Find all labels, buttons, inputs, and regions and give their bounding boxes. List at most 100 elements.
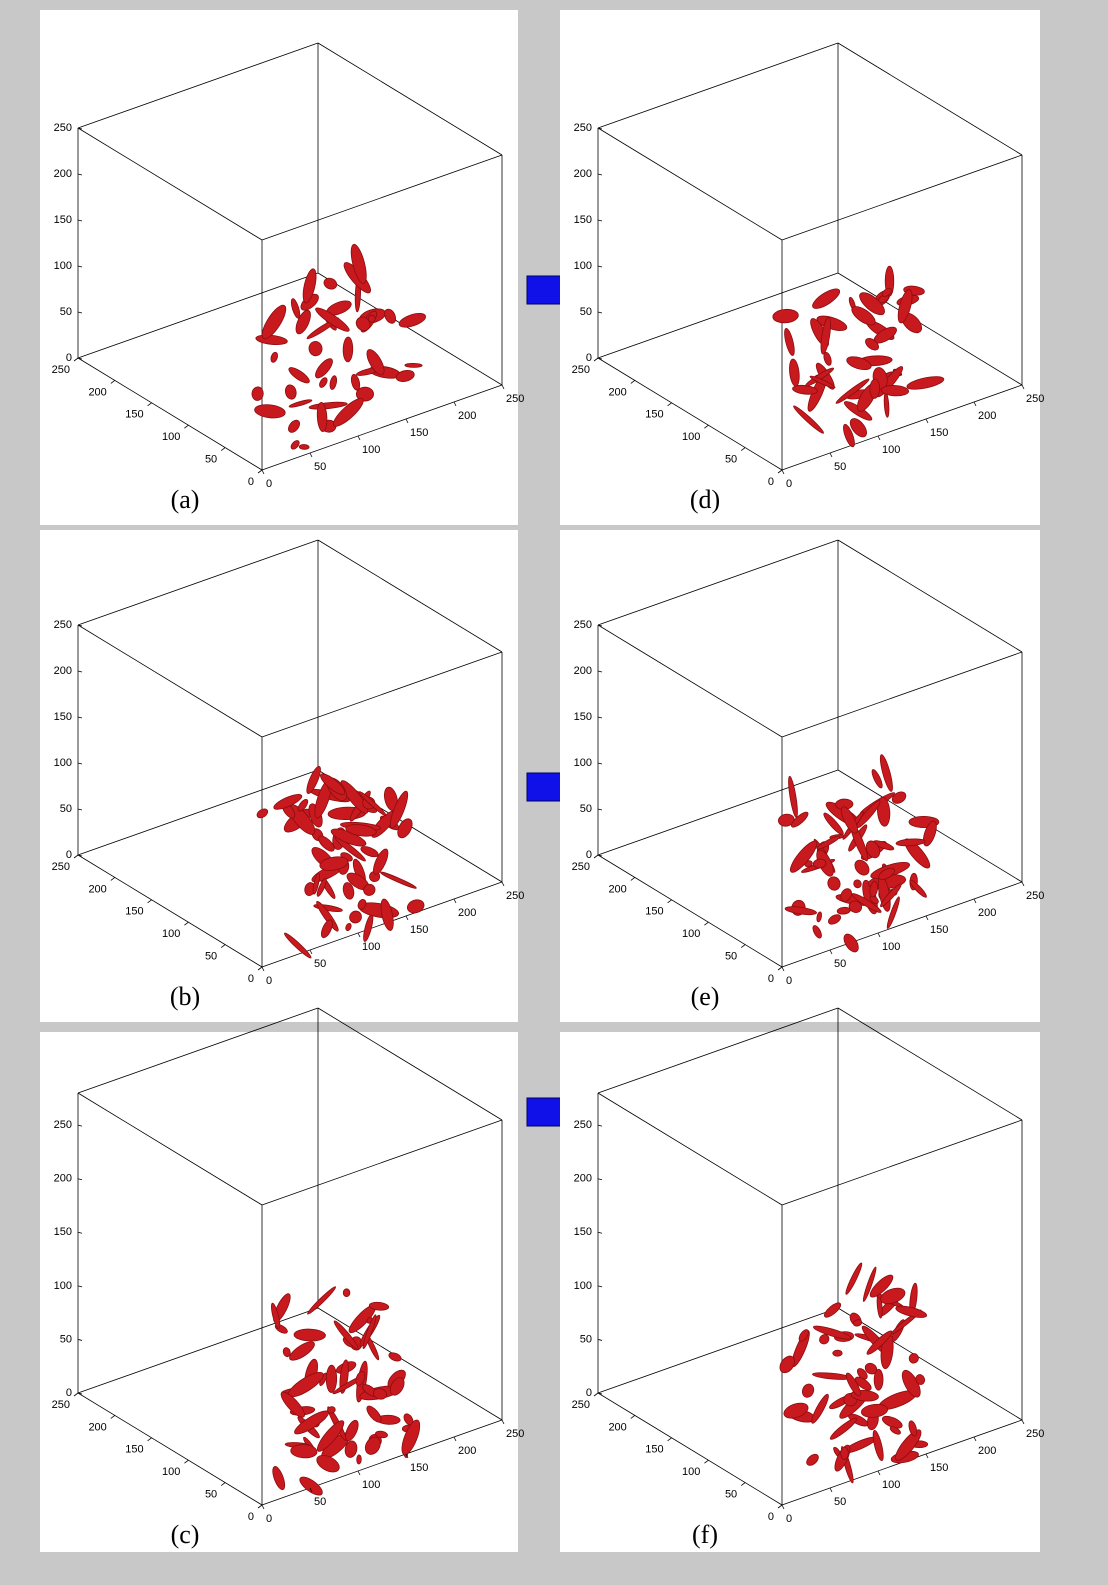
z-tick-label: 100 bbox=[574, 757, 592, 769]
y-tick-label: 50 bbox=[725, 1489, 737, 1501]
z-tick-label: 50 bbox=[580, 1333, 592, 1345]
x-tick-label: 200 bbox=[978, 410, 996, 422]
blob bbox=[870, 379, 880, 399]
panel: 0501001502002500501001502002500501001502… bbox=[560, 1008, 1044, 1552]
panel-label: (b) bbox=[170, 982, 200, 1011]
z-tick-label: 150 bbox=[54, 711, 72, 723]
y-tick-label: 50 bbox=[725, 951, 737, 963]
x-tick-label: 250 bbox=[1026, 890, 1044, 902]
blob bbox=[841, 1447, 849, 1460]
panel-background bbox=[560, 530, 1040, 1022]
y-tick-label: 0 bbox=[768, 476, 774, 488]
z-tick-label: 0 bbox=[66, 1387, 72, 1399]
x-tick-label: 0 bbox=[266, 1513, 272, 1525]
y-tick-label: 250 bbox=[52, 364, 70, 376]
x-tick-label: 250 bbox=[506, 890, 524, 902]
blob bbox=[356, 1455, 361, 1464]
x-tick-label: 100 bbox=[362, 444, 380, 456]
z-tick-label: 0 bbox=[586, 849, 592, 861]
z-tick-label: 250 bbox=[574, 1119, 592, 1131]
x-tick-label: 100 bbox=[362, 941, 380, 953]
y-tick-label: 50 bbox=[205, 1489, 217, 1501]
y-tick-label: 0 bbox=[248, 476, 254, 488]
y-tick-label: 0 bbox=[248, 973, 254, 985]
z-tick-label: 150 bbox=[574, 711, 592, 723]
y-tick-label: 0 bbox=[248, 1511, 254, 1523]
blob bbox=[343, 1289, 350, 1297]
x-tick-label: 0 bbox=[266, 975, 272, 987]
x-tick-label: 0 bbox=[786, 975, 792, 987]
blob bbox=[405, 363, 422, 367]
z-tick-label: 250 bbox=[574, 122, 592, 134]
blob bbox=[833, 1350, 842, 1356]
x-tick-label: 100 bbox=[882, 941, 900, 953]
y-tick-label: 100 bbox=[162, 1466, 180, 1478]
y-tick-label: 150 bbox=[645, 409, 663, 421]
x-tick-label: 200 bbox=[978, 907, 996, 919]
x-tick-label: 150 bbox=[930, 924, 948, 936]
y-tick-label: 150 bbox=[125, 906, 143, 918]
x-tick-label: 100 bbox=[882, 1479, 900, 1491]
panel-background bbox=[40, 530, 518, 1022]
y-tick-label: 100 bbox=[162, 928, 180, 940]
y-tick-label: 150 bbox=[645, 906, 663, 918]
z-tick-label: 200 bbox=[54, 665, 72, 677]
y-tick-label: 50 bbox=[725, 454, 737, 466]
y-tick-label: 100 bbox=[682, 1466, 700, 1478]
x-tick-label: 200 bbox=[978, 1445, 996, 1457]
z-tick-label: 200 bbox=[574, 168, 592, 180]
x-tick-label: 50 bbox=[834, 1496, 846, 1508]
x-tick-label: 250 bbox=[506, 393, 524, 405]
z-tick-label: 150 bbox=[54, 214, 72, 226]
y-tick-label: 200 bbox=[608, 386, 626, 398]
x-tick-label: 200 bbox=[458, 410, 476, 422]
z-tick-label: 150 bbox=[574, 1226, 592, 1238]
z-tick-label: 0 bbox=[586, 352, 592, 364]
blob bbox=[326, 1365, 337, 1392]
panel: 0501001502002500501001502002500501001502… bbox=[40, 530, 524, 1022]
z-tick-label: 100 bbox=[54, 260, 72, 272]
figure: 0501001502002500501001502002500501001502… bbox=[0, 0, 1108, 1585]
z-tick-label: 100 bbox=[574, 260, 592, 272]
x-tick-label: 0 bbox=[266, 478, 272, 490]
panel: 0501001502002500501001502002500501001502… bbox=[560, 530, 1044, 1022]
y-tick-label: 100 bbox=[162, 431, 180, 443]
z-tick-label: 100 bbox=[574, 1280, 592, 1292]
x-tick-label: 0 bbox=[786, 478, 792, 490]
z-tick-label: 100 bbox=[54, 1280, 72, 1292]
blob bbox=[343, 337, 353, 362]
z-tick-label: 50 bbox=[580, 803, 592, 815]
y-tick-label: 200 bbox=[88, 1421, 106, 1433]
x-tick-label: 200 bbox=[458, 907, 476, 919]
x-tick-label: 150 bbox=[410, 924, 428, 936]
x-tick-label: 50 bbox=[834, 461, 846, 473]
x-tick-label: 100 bbox=[362, 1479, 380, 1491]
panel-label: (e) bbox=[691, 982, 720, 1011]
blob bbox=[299, 444, 309, 449]
z-tick-label: 50 bbox=[580, 306, 592, 318]
z-tick-label: 0 bbox=[66, 849, 72, 861]
panel: 0501001502002500501001502002500501001502… bbox=[560, 10, 1044, 525]
x-tick-label: 50 bbox=[314, 461, 326, 473]
z-tick-label: 0 bbox=[66, 352, 72, 364]
x-tick-label: 150 bbox=[410, 427, 428, 439]
y-tick-label: 250 bbox=[572, 861, 590, 873]
panel-background bbox=[560, 1032, 1040, 1552]
blob bbox=[874, 1369, 883, 1390]
x-tick-label: 0 bbox=[786, 1513, 792, 1525]
x-tick-label: 100 bbox=[882, 444, 900, 456]
z-tick-label: 50 bbox=[60, 306, 72, 318]
x-tick-label: 150 bbox=[930, 1462, 948, 1474]
z-tick-label: 200 bbox=[574, 1173, 592, 1185]
z-tick-label: 50 bbox=[60, 803, 72, 815]
x-tick-label: 50 bbox=[314, 1496, 326, 1508]
x-tick-label: 250 bbox=[506, 1428, 524, 1440]
z-tick-label: 200 bbox=[54, 168, 72, 180]
panel-label: (c) bbox=[171, 1520, 200, 1549]
z-tick-label: 150 bbox=[574, 214, 592, 226]
z-tick-label: 250 bbox=[54, 619, 72, 631]
y-tick-label: 150 bbox=[125, 409, 143, 421]
panel: 0501001502002500501001502002500501001502… bbox=[40, 1008, 524, 1552]
y-tick-label: 100 bbox=[682, 431, 700, 443]
y-tick-label: 200 bbox=[608, 883, 626, 895]
